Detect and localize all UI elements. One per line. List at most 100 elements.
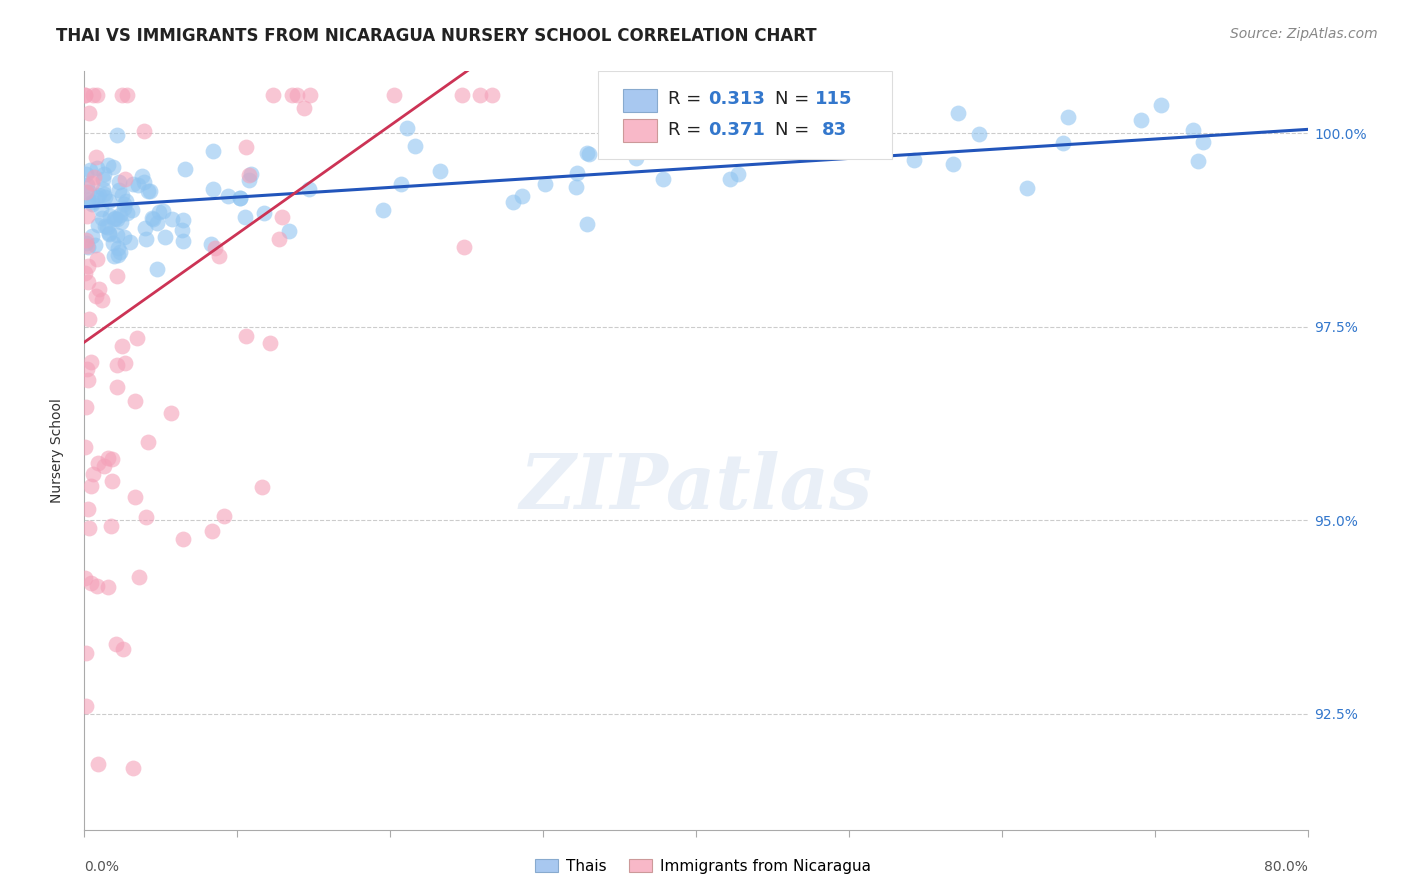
Point: [481, 87, 503, 102]
Text: ZIPatlas: ZIPatlas: [519, 451, 873, 525]
Point: [79, 521, 101, 535]
Point: [111, 339, 134, 353]
Point: [76, 259, 98, 273]
Point: [82, 87, 104, 102]
Text: N =: N =: [776, 121, 815, 139]
Point: [76, 275, 98, 289]
Point: [170, 223, 193, 237]
Point: [946, 106, 969, 120]
Point: [172, 234, 194, 248]
Point: [172, 532, 194, 546]
Point: [277, 224, 299, 238]
Point: [127, 178, 149, 192]
Point: [75, 186, 97, 200]
Point: [115, 206, 138, 220]
Point: [80, 228, 103, 243]
Point: [136, 435, 159, 450]
Point: [510, 188, 533, 202]
Point: [155, 230, 177, 244]
Point: [76, 178, 98, 192]
Point: [114, 356, 136, 370]
Point: [115, 87, 138, 102]
Point: [82, 194, 104, 209]
Point: [145, 216, 167, 230]
Point: [101, 160, 124, 174]
Point: [235, 329, 257, 343]
Point: [103, 248, 125, 262]
Point: [371, 203, 394, 218]
Point: [567, 166, 589, 180]
Point: [135, 509, 157, 524]
Point: [269, 232, 291, 246]
Point: [1017, 181, 1039, 195]
Point: [453, 240, 475, 254]
Point: [239, 167, 262, 181]
Point: [98, 226, 121, 240]
Point: [1056, 110, 1078, 124]
Point: [112, 230, 135, 244]
Point: [204, 241, 226, 255]
FancyBboxPatch shape: [623, 120, 657, 142]
Point: [233, 210, 256, 224]
Text: R =: R =: [668, 121, 707, 139]
Point: [75, 87, 97, 102]
Point: [134, 220, 156, 235]
Text: 0.0%: 0.0%: [84, 860, 120, 874]
Point: [111, 87, 134, 102]
Point: [270, 210, 292, 224]
Point: [75, 266, 97, 280]
Point: [201, 144, 224, 158]
Point: [87, 456, 110, 470]
Point: [118, 235, 141, 249]
Point: [250, 480, 273, 494]
Point: [91, 182, 114, 196]
Text: Source: ZipAtlas.com: Source: ZipAtlas.com: [1230, 27, 1378, 41]
Point: [79, 163, 101, 178]
Point: [93, 459, 115, 474]
Point: [689, 141, 711, 155]
Text: 115: 115: [814, 90, 852, 109]
Point: [1191, 135, 1213, 149]
Point: [619, 141, 641, 155]
Point: [114, 172, 136, 186]
Point: [112, 201, 135, 215]
Point: [110, 215, 132, 229]
Point: [96, 220, 118, 235]
Point: [76, 373, 98, 387]
Point: [77, 185, 100, 199]
Point: [298, 182, 321, 196]
Point: [718, 171, 741, 186]
Point: [285, 87, 308, 102]
Point: [84, 149, 107, 163]
Point: [124, 490, 146, 504]
Point: [83, 169, 105, 184]
Point: [112, 197, 135, 211]
Point: [1150, 98, 1173, 112]
Point: [80, 196, 103, 211]
Point: [97, 580, 120, 594]
Point: [132, 124, 155, 138]
Point: [75, 87, 97, 102]
Point: [576, 146, 599, 161]
Point: [967, 127, 990, 141]
Point: [86, 161, 108, 176]
Point: [97, 227, 120, 242]
Point: [228, 191, 250, 205]
Point: [212, 508, 235, 523]
Point: [121, 203, 143, 218]
Point: [75, 698, 97, 713]
Point: [217, 188, 239, 202]
Point: [84, 289, 107, 303]
Point: [125, 331, 148, 345]
Point: [382, 87, 405, 102]
Point: [97, 158, 120, 172]
Point: [86, 189, 108, 203]
Point: [468, 87, 491, 102]
Point: [75, 233, 97, 247]
Point: [172, 213, 194, 227]
Point: [105, 358, 128, 372]
Point: [105, 128, 128, 142]
Point: [576, 217, 599, 231]
Point: [105, 228, 128, 243]
Point: [396, 120, 419, 135]
